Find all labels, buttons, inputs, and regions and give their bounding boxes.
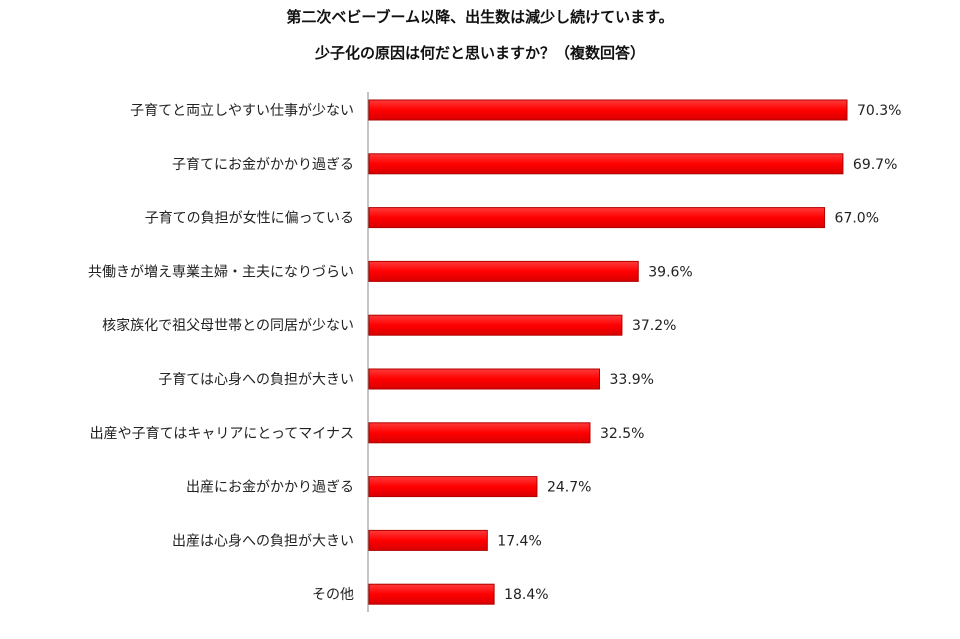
value-label: 37.2% bbox=[632, 318, 676, 334]
value-label: 24.7% bbox=[547, 480, 591, 496]
bar bbox=[368, 153, 844, 175]
category-label: 核家族化で祖父母世帯との同居が少ない bbox=[102, 317, 354, 334]
bar bbox=[368, 260, 639, 282]
bar bbox=[368, 476, 538, 498]
category-label: 共働きが増え専業主婦・主夫になりづらい bbox=[88, 263, 354, 280]
bar bbox=[368, 529, 488, 551]
bar bbox=[368, 207, 826, 229]
category-label: 子育てにお金がかかり過ぎる bbox=[172, 157, 354, 173]
value-label: 18.4% bbox=[504, 587, 548, 603]
bar bbox=[368, 422, 591, 444]
category-label: 子育てと両立しやすい仕事が少ない bbox=[130, 103, 354, 119]
value-label: 70.3% bbox=[857, 103, 901, 119]
category-label: 子育ての負担が女性に偏っている bbox=[145, 210, 354, 227]
bar bbox=[368, 583, 495, 605]
bar bbox=[368, 314, 623, 336]
category-label: 出産にお金がかかり過ぎる bbox=[186, 480, 354, 496]
category-label: 出産や子育てはキャリアにとってマイナス bbox=[90, 426, 354, 442]
value-label: 33.9% bbox=[610, 372, 654, 388]
chart-subtitle: 少子化の原因は何だと思いますか？（複数回答） bbox=[314, 44, 645, 62]
value-label: 32.5% bbox=[600, 426, 644, 442]
category-label: 出産は心身への負担が大きい bbox=[172, 533, 354, 549]
category-label: その他 bbox=[312, 587, 354, 603]
chart-title: 第二次ベビーブーム以降、出生数は減少し続けています。 bbox=[286, 8, 674, 26]
bar bbox=[368, 368, 601, 390]
value-label: 17.4% bbox=[497, 533, 541, 549]
value-label: 67.0% bbox=[835, 211, 879, 227]
category-label: 子育ては心身への負担が大きい bbox=[158, 372, 354, 388]
value-label: 69.7% bbox=[853, 157, 897, 173]
value-label: 39.6% bbox=[648, 264, 692, 280]
bar bbox=[368, 99, 848, 121]
